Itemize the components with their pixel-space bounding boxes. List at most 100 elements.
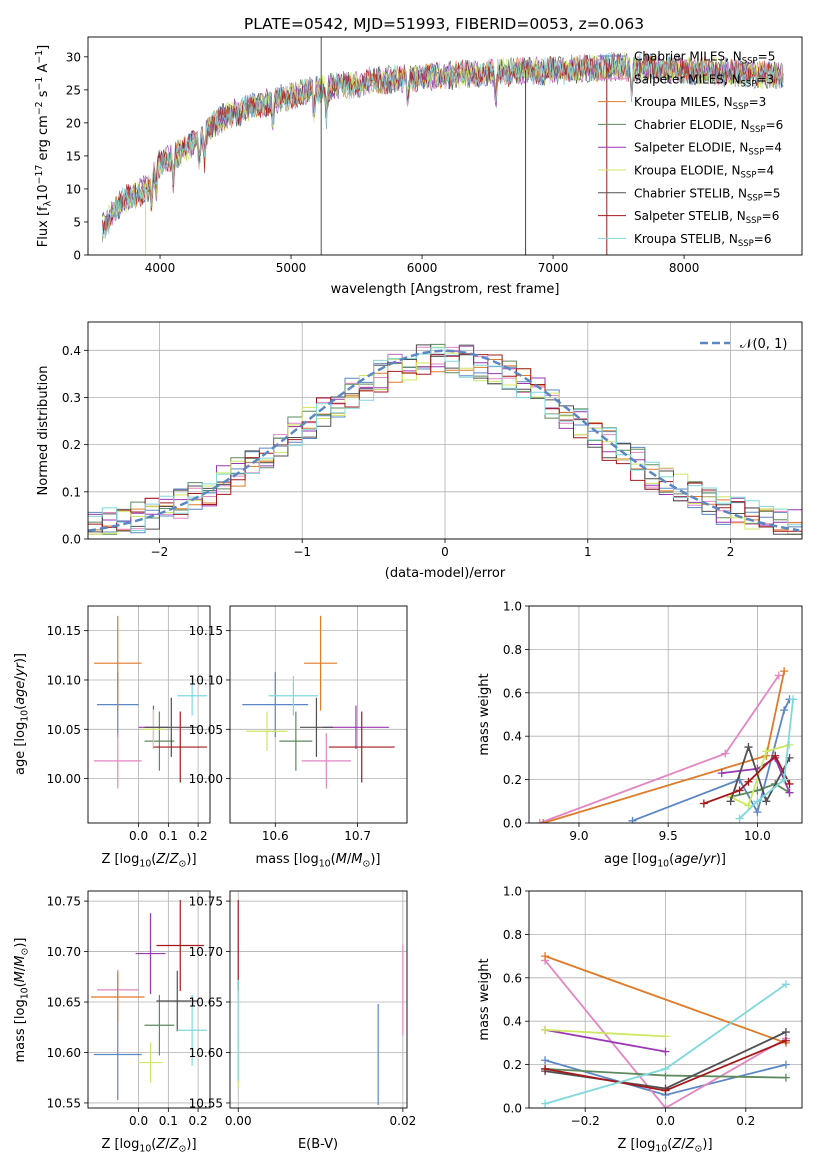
age-vs-mass-axes: 10.6 10.7 10.00 10.05 10.10 10.15 — [189, 606, 407, 843]
weight-marker — [539, 819, 548, 823]
legend: Chabrier MILES, NSSP=5 Salpeter MILES, NS… — [598, 50, 783, 249]
y-tick-label: 0.1 — [62, 485, 81, 499]
spectrum-series — [102, 52, 784, 239]
weight-marker — [789, 695, 798, 704]
y-tick-label: 10.70 — [47, 945, 81, 959]
mass-vs-EBV-frame — [229, 890, 408, 1109]
y-tick-label: 1.0 — [503, 885, 522, 899]
x-tick-label: 7000 — [538, 261, 569, 275]
x-tick-label: 9.0 — [569, 829, 588, 843]
age-vs-mass-frame — [229, 605, 408, 824]
weight-marker — [717, 769, 726, 778]
x-tick-label: 0.2 — [736, 1114, 755, 1128]
y-tick-label: 0.0 — [503, 1102, 522, 1116]
y-tick-label: 30 — [66, 50, 81, 64]
legend-entry: Kroupa ELODIE, NSSP=4 — [634, 164, 774, 181]
legend-entry: Chabrier STELIB, NSSP=5 — [634, 186, 781, 203]
y-tick-label: 0 — [73, 249, 81, 263]
weight-marker — [753, 797, 762, 806]
weight-marker — [541, 1056, 550, 1065]
residuals-frame — [87, 321, 803, 540]
age-vs-Z-axes: 0.0 0.1 0.2 10.00 10.05 10.10 10.15 — [47, 606, 210, 843]
y-tick-label: 10 — [66, 182, 81, 196]
weight-marker — [744, 743, 753, 752]
y-tick-label: 10.15 — [47, 624, 81, 638]
weight-marker — [753, 808, 762, 817]
mass-vs-EBV-errorbars — [237, 900, 404, 1105]
y-axis-label: mass weight — [477, 958, 492, 1040]
histogram-series — [88, 347, 802, 532]
y-tick-label: 0.6 — [503, 686, 522, 700]
x-tick-label: 0.0 — [656, 1114, 675, 1128]
weight-marker — [541, 1025, 550, 1034]
weight-marker — [744, 777, 753, 786]
x-axis-label: wavelength [Angstrom, rest frame] — [331, 282, 560, 297]
legend-entry: Salpeter STELIB, NSSP=6 — [634, 209, 779, 226]
spectrum-axes: 4000 5000 6000 7000 8000 0 5 10 15 20 25 30 — [66, 50, 700, 275]
x-tick-label: 9.5 — [659, 829, 678, 843]
weight-marker — [753, 786, 762, 795]
spectrum-series — [102, 53, 784, 235]
mass-vs-Z-frame — [87, 890, 211, 1109]
y-tick-label: 0.4 — [503, 1015, 522, 1029]
weight-marker — [721, 749, 730, 758]
x-tick-label: 0 — [441, 545, 449, 559]
y-tick-label: 20 — [66, 116, 81, 130]
weight-vs-age-frame — [528, 605, 803, 824]
weight-marker — [661, 1104, 670, 1108]
normal-curve — [88, 349, 800, 532]
x-tick-label: 0.00 — [225, 1114, 252, 1128]
x-tick-label: 10.6 — [262, 829, 289, 843]
weight-series — [544, 959, 787, 1108]
residuals-axes: −2 −1 0 1 2 0.0 0.1 0.2 0.3 0.4 — [62, 322, 802, 559]
weight-marker — [699, 799, 708, 808]
weight-marker — [781, 1028, 790, 1037]
weight-marker — [541, 952, 550, 961]
weight-series — [738, 699, 794, 820]
weight-marker — [781, 1073, 790, 1082]
mass-vs-Z-errorbars — [90, 900, 208, 1100]
y-axis-label: Flux [fλ10−17 erg cm−2 s−1 A−1] — [34, 45, 54, 247]
y-tick-label: 10.75 — [189, 895, 223, 909]
y-axis-label: mass [log10(M/M⊙)] — [13, 938, 31, 1063]
spectrum-frame — [87, 36, 803, 256]
y-tick-label: 10.70 — [189, 945, 223, 959]
weight-marker — [628, 816, 637, 823]
y-axis-label: age [log10(age/yr)] — [13, 653, 31, 775]
x-axis-label: mass [log10(M/M⊙)] — [256, 852, 381, 870]
weight-marker — [762, 747, 771, 756]
y-tick-label: 0.2 — [503, 1058, 522, 1072]
legend-entry: Salpeter ELODIE, NSSP=4 — [634, 141, 782, 158]
weight-marker — [735, 814, 744, 823]
y-tick-label: 10.00 — [47, 772, 81, 786]
x-tick-label: 6000 — [407, 261, 438, 275]
y-tick-label: 25 — [66, 83, 81, 97]
y-tick-label: 0.8 — [503, 643, 522, 657]
weight-marker — [785, 740, 794, 749]
x-tick-label: 10.7 — [344, 829, 371, 843]
weight-marker — [661, 1086, 670, 1095]
spectrum-lines — [102, 37, 784, 255]
legend-entry: Chabrier MILES, NSSP=5 — [634, 50, 775, 67]
figure-title: PLATE=0542, MJD=51993, FIBERID=0053, z=0… — [244, 15, 644, 33]
x-axis-label: Z [log10(Z/Z⊙)] — [101, 852, 196, 870]
y-tick-label: 10.05 — [189, 723, 223, 737]
y-tick-label: 1.0 — [503, 600, 522, 614]
x-tick-label: 0.02 — [390, 1114, 417, 1128]
weight-series — [730, 782, 790, 798]
weight-marker — [774, 671, 783, 680]
y-tick-label: 10.65 — [47, 996, 81, 1010]
x-tick-label: 0.1 — [159, 829, 178, 843]
weight-marker — [661, 1047, 670, 1056]
x-tick-label: 0.1 — [159, 1114, 178, 1128]
weight-series — [539, 674, 780, 823]
histogram-steps — [88, 343, 802, 535]
weight-marker — [780, 667, 789, 676]
weight-marker — [541, 1099, 550, 1108]
weight-vs-age-lines — [535, 667, 798, 823]
x-tick-label: 10.0 — [744, 829, 771, 843]
weight-vs-age-axes: 9.0 9.5 10.0 0.0 0.2 0.4 0.6 0.8 1.0 — [503, 600, 802, 843]
y-tick-label: 10.00 — [189, 772, 223, 786]
age-vs-Z-errorbars — [93, 615, 208, 789]
y-tick-label: 10.10 — [47, 673, 81, 687]
